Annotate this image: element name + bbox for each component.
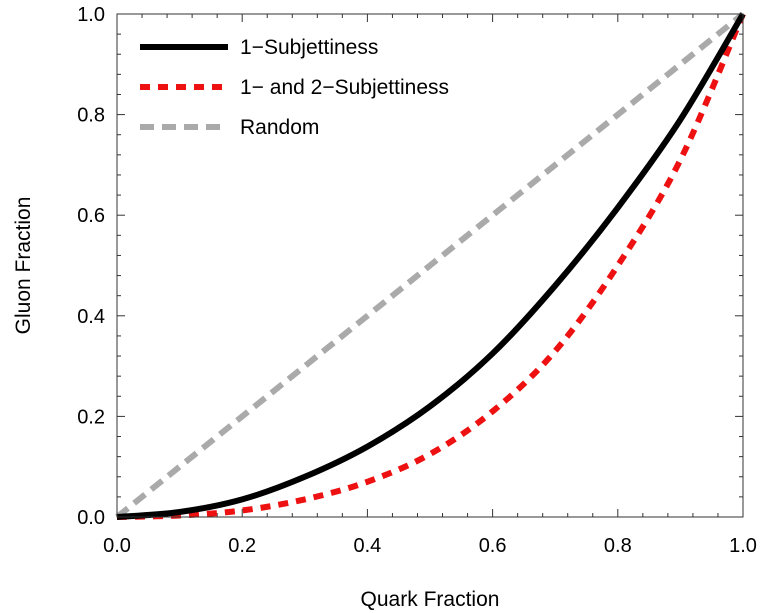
x-tick-label: 0.6 — [479, 535, 507, 557]
y-tick-label: 0.2 — [77, 406, 105, 428]
y-tick-label: 0.8 — [77, 105, 105, 127]
y-axis-label: Gluon Fraction — [12, 197, 35, 335]
plot-frame — [116, 13, 744, 518]
series-layer — [115, 11, 746, 520]
series-line-1 — [116, 12, 746, 520]
y-tick-label: 1.0 — [77, 4, 105, 26]
y-tick-label: 0.4 — [77, 306, 105, 328]
y-tick-label: 0.6 — [77, 205, 105, 227]
series-line-0 — [116, 12, 746, 520]
legend: 1−Subjettiness 1− and 2−Subjettiness Rando… — [140, 36, 449, 139]
legend-label: 1−Subjettiness — [240, 36, 378, 59]
x-tick-label: 0.2 — [228, 535, 256, 557]
legend-label: 1− and 2−Subjettiness — [240, 76, 449, 99]
x-tick-label: 0.0 — [103, 535, 131, 557]
series-line-2 — [115, 11, 745, 520]
tick-label-layer: 0.0 0.2 0.4 0.6 0.8 1.0 0.0 0.2 0.4 0.6 0.8 1.0 — [77, 4, 757, 557]
x-tick-label: 0.8 — [604, 535, 632, 557]
y-tick-label: 0.0 — [77, 507, 105, 529]
x-tick-label: 1.0 — [729, 535, 757, 557]
legend-label: Random — [240, 116, 319, 139]
x-tick-label: 0.4 — [353, 535, 381, 557]
x-axis-label: Quark Fraction — [361, 588, 500, 611]
